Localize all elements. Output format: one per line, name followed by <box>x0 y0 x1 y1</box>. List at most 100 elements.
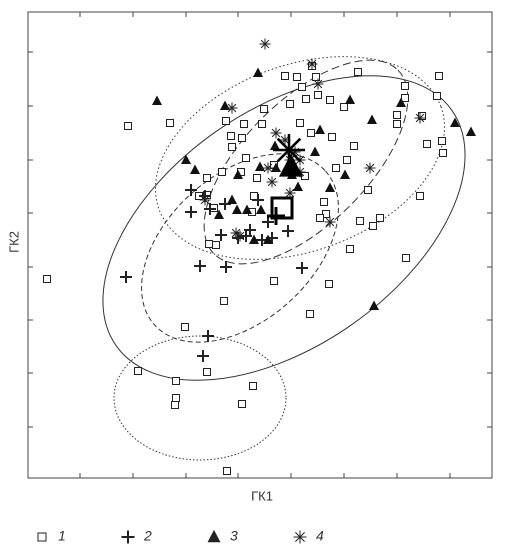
square <box>326 96 334 104</box>
square <box>393 120 401 128</box>
square <box>238 134 246 142</box>
stroke <box>415 113 425 123</box>
point <box>220 297 228 305</box>
square <box>43 275 51 283</box>
point <box>203 174 211 182</box>
point <box>134 367 142 375</box>
point <box>199 194 211 206</box>
square <box>416 192 424 200</box>
square <box>166 119 174 127</box>
square <box>439 149 447 157</box>
centroid <box>267 207 285 225</box>
point <box>393 111 401 119</box>
legend-symbol <box>121 530 135 544</box>
point <box>271 162 281 172</box>
point <box>43 275 51 283</box>
point <box>376 214 384 222</box>
square <box>258 120 266 128</box>
triangle <box>367 114 377 124</box>
point <box>255 161 265 171</box>
stroke <box>260 39 270 49</box>
legend-symbol <box>37 532 47 542</box>
point <box>396 97 406 107</box>
triangle <box>271 162 281 172</box>
triangle <box>220 100 230 110</box>
point <box>185 184 197 196</box>
square <box>253 174 261 182</box>
point <box>296 262 308 274</box>
point <box>263 234 273 244</box>
triangle <box>293 181 303 191</box>
point <box>233 169 243 179</box>
point <box>252 194 264 206</box>
point <box>314 91 322 99</box>
point <box>340 103 348 111</box>
point <box>367 114 377 124</box>
point <box>244 224 256 236</box>
square <box>376 214 384 222</box>
triangle <box>233 169 243 179</box>
point <box>402 254 410 262</box>
stroke <box>313 79 323 89</box>
point <box>227 132 235 140</box>
square <box>222 117 230 125</box>
point <box>228 143 236 151</box>
point <box>256 204 266 214</box>
point <box>393 120 401 128</box>
square <box>307 129 315 137</box>
ellipse-bottom <box>113 335 287 461</box>
point <box>266 176 278 188</box>
legend-symbol <box>207 529 221 543</box>
point <box>312 78 324 90</box>
point <box>172 394 180 402</box>
square <box>314 91 322 99</box>
point <box>232 204 242 214</box>
point <box>433 92 441 100</box>
point <box>249 382 257 390</box>
point <box>185 206 197 218</box>
triangle <box>396 97 406 107</box>
point <box>302 95 310 103</box>
square <box>325 280 333 288</box>
point <box>281 72 289 80</box>
point <box>190 164 200 174</box>
ellipses <box>102 56 466 461</box>
stroke <box>307 59 317 69</box>
stroke <box>271 128 281 138</box>
point <box>346 245 354 253</box>
point <box>270 277 278 285</box>
square <box>340 103 348 111</box>
point <box>259 38 271 50</box>
point <box>364 186 372 194</box>
square <box>438 137 446 145</box>
point <box>401 94 409 102</box>
point <box>238 400 246 408</box>
point <box>120 271 132 283</box>
square <box>433 92 441 100</box>
stroke <box>285 188 295 198</box>
point <box>324 216 336 228</box>
square <box>37 532 47 542</box>
point <box>214 209 224 219</box>
triangle <box>466 126 476 136</box>
square <box>356 217 364 225</box>
point <box>423 140 431 148</box>
triangle <box>227 194 237 204</box>
x-axis-label: ГК1 <box>251 488 273 503</box>
stroke <box>235 231 245 241</box>
triangle <box>345 94 355 104</box>
point <box>124 122 132 130</box>
triangle <box>450 117 460 127</box>
square <box>205 240 213 248</box>
square <box>260 105 268 113</box>
square <box>172 394 180 402</box>
triangle <box>181 154 191 164</box>
point <box>260 105 268 113</box>
square <box>343 156 351 164</box>
point <box>306 310 314 318</box>
square <box>238 400 246 408</box>
point <box>450 117 460 127</box>
point <box>320 198 328 206</box>
square <box>293 73 301 81</box>
point <box>152 95 162 105</box>
